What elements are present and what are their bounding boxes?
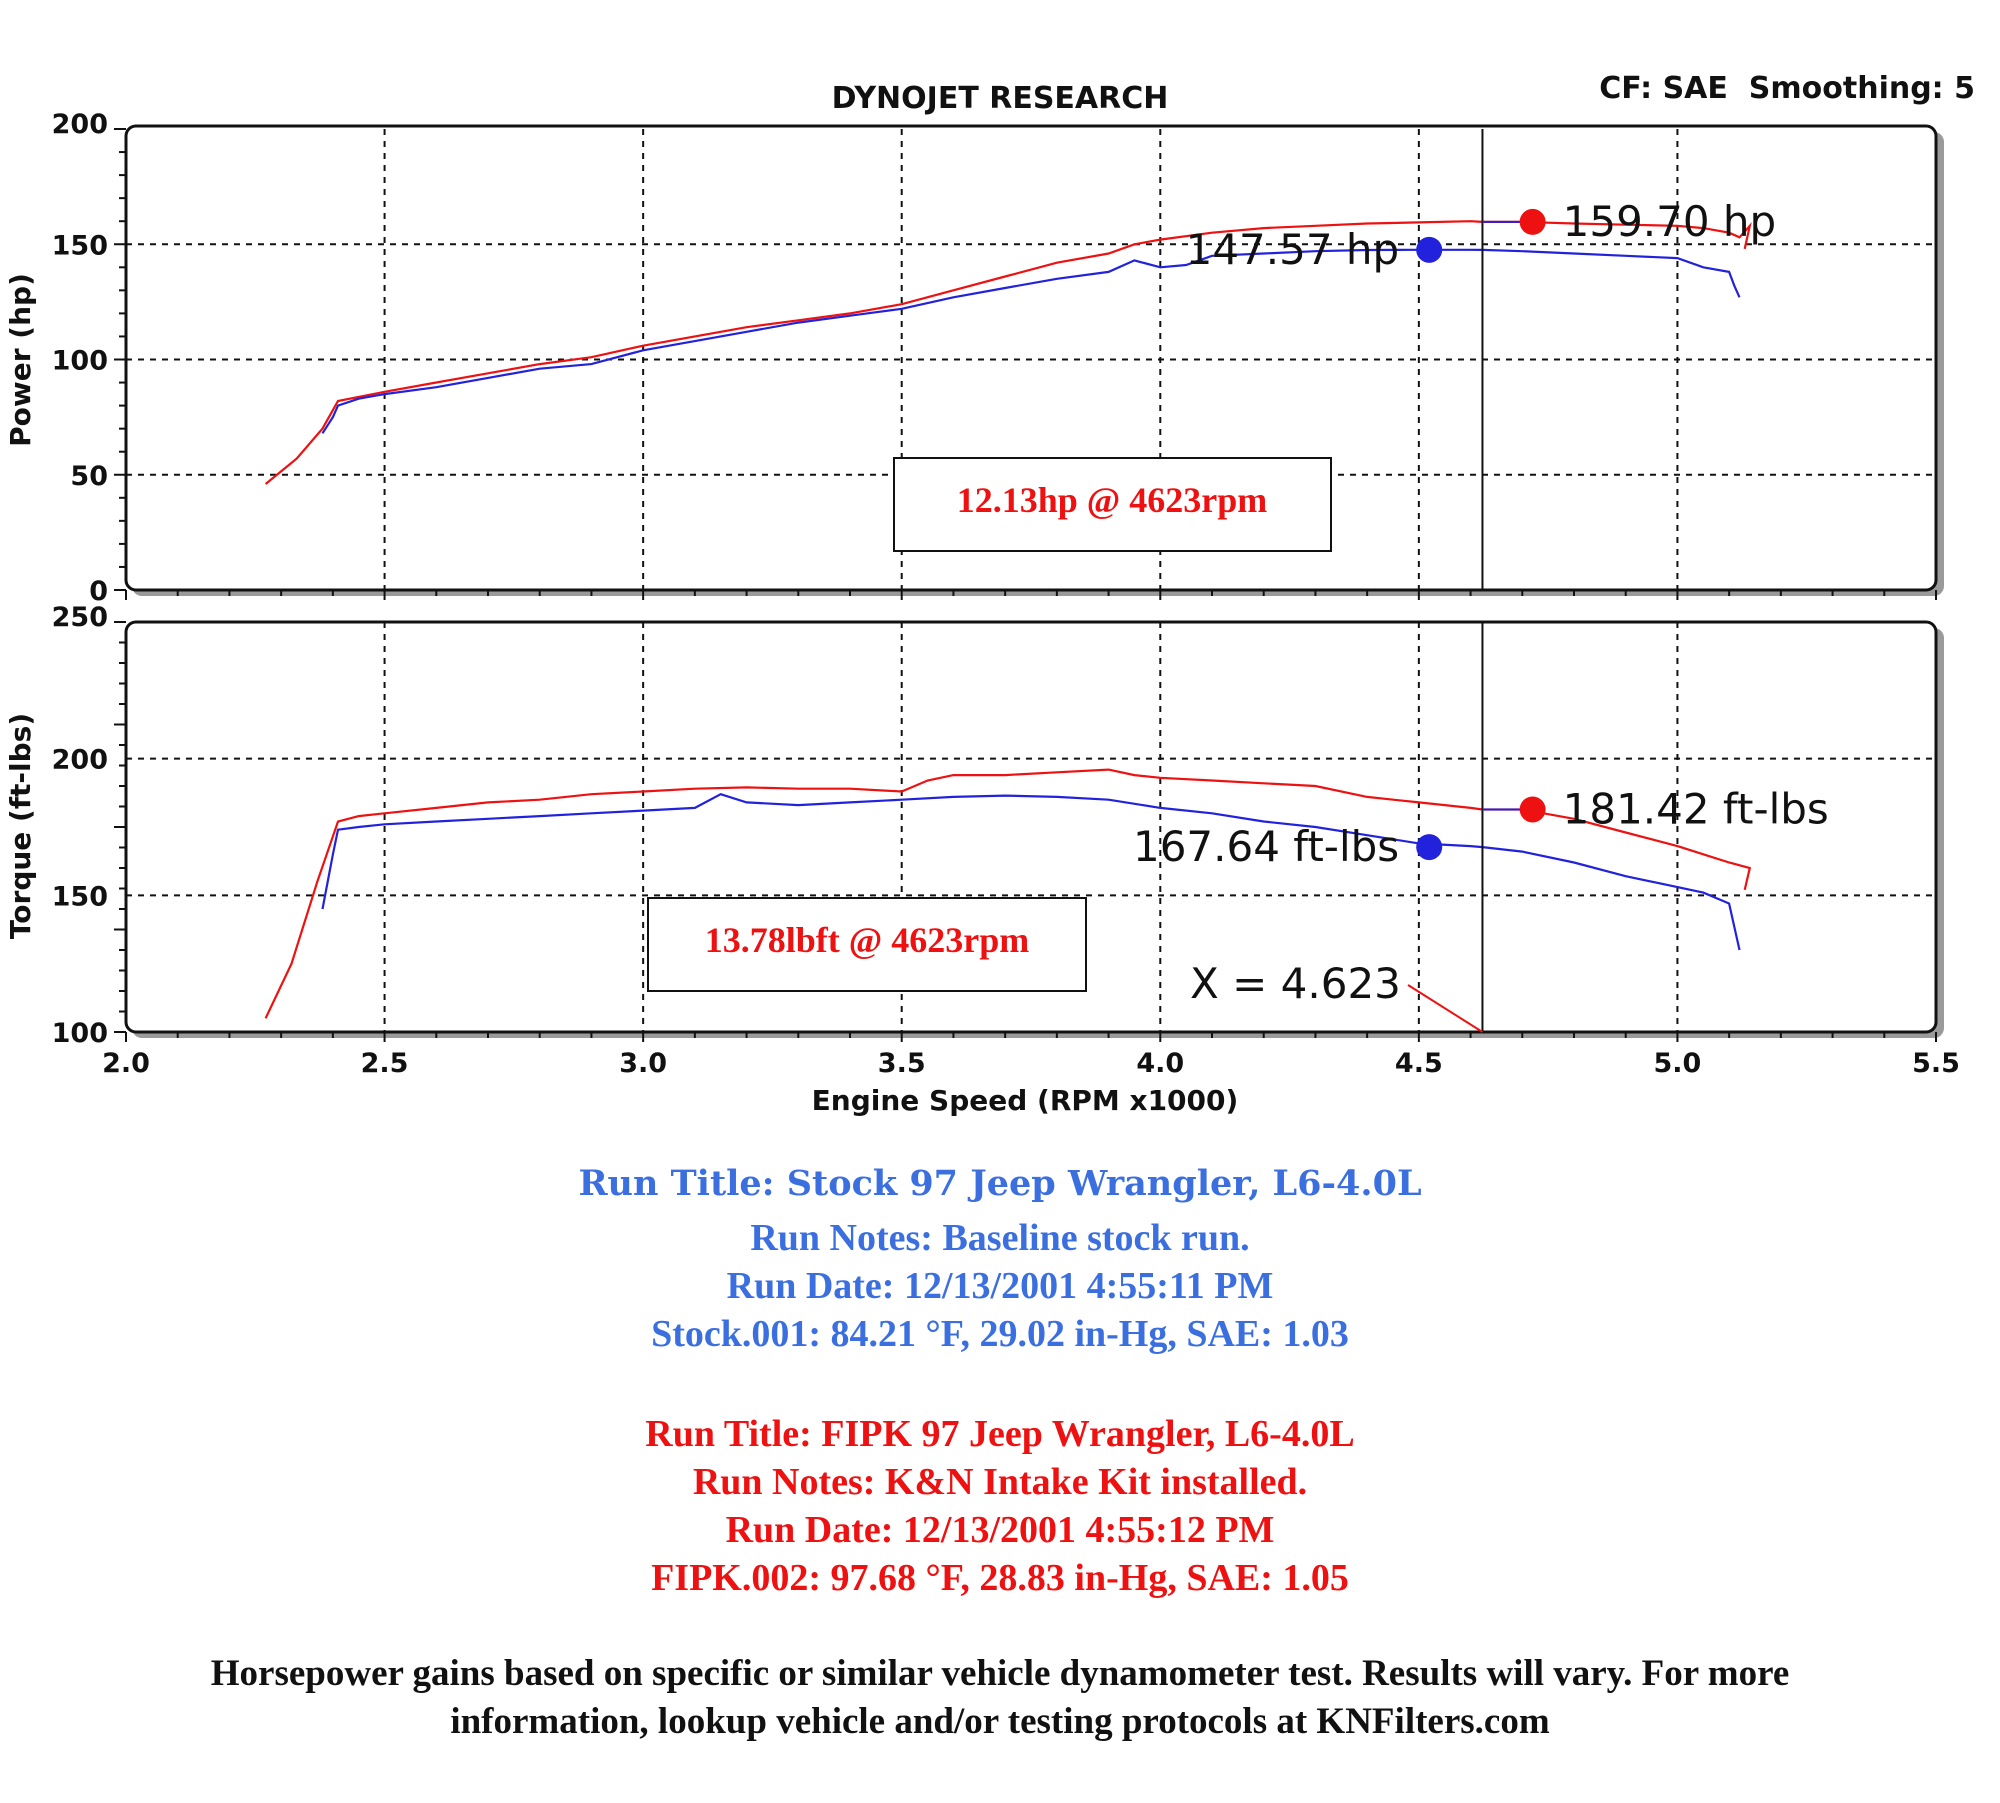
series-line: [264, 220, 1752, 485]
series-line: [321, 793, 1741, 951]
red-max-marker: [1519, 208, 1546, 235]
y-tick-label: 100: [52, 346, 108, 377]
y-tick-label: 150: [52, 230, 108, 261]
stock-run-conditions: Stock.001: 84.21 °F, 29.02 in-Hg, SAE: 1…: [651, 1313, 1349, 1355]
x-axis-label: Engine Speed (RPM x1000): [812, 1084, 1239, 1117]
blue-max-marker: [1416, 834, 1443, 861]
y-tick-label: 50: [70, 461, 108, 492]
power-axis-label: Power (hp): [4, 273, 37, 447]
fipk-run-title: Run Title: FIPK 97 Jeep Wrangler, L6-4.0…: [645, 1413, 1355, 1455]
cursor-leader: [1407, 984, 1483, 1033]
tq-gain-text: 13.78lbft @ 4623rpm: [705, 920, 1029, 960]
disclaimer: Horsepower gains based on specific or si…: [0, 1650, 2000, 1746]
y-tick-label: 100: [52, 1018, 108, 1049]
fipk-run-notes: Run Title: FIPK 97 Jeep Wrangler, L6-4.0…: [0, 1410, 2000, 1602]
x-tick-label: 2.5: [361, 1048, 409, 1079]
torque-panel: 100 150 200 250 181.42 ft-lbs 167.64 ft-lbs X…: [52, 602, 1944, 1049]
hp-gain-box: 12.13hp @ 4623rpm: [893, 457, 1332, 552]
series-line: [264, 768, 1752, 1019]
blue-max-label: 167.64 ft-lbs: [1133, 822, 1399, 871]
x-tick-label: 3.5: [878, 1048, 926, 1079]
x-tick-label: 3.0: [619, 1048, 667, 1079]
red-max-label: 181.42 ft-lbs: [1563, 784, 1829, 833]
x-tick-label: 4.0: [1136, 1048, 1184, 1079]
disclaimer-line-1: Horsepower gains based on specific or si…: [210, 1653, 1790, 1694]
dyno-chart: DYNOJET RESEARCH CF: SAE Smoothing: 5 0 5…: [4, 71, 1975, 1117]
series-line: [321, 248, 1741, 434]
y-tick-label: 0: [89, 576, 108, 607]
y-tick-label: 250: [52, 602, 108, 633]
stock-run-notes-line: Run Notes: Baseline stock run.: [750, 1217, 1250, 1259]
cursor-label: X = 4.623: [1190, 959, 1401, 1008]
disclaimer-line-2: information, lookup vehicle and/or testi…: [450, 1701, 1550, 1742]
blue-max-marker: [1416, 236, 1443, 263]
torque-axis-label: Torque (ft-lbs): [4, 713, 37, 939]
x-tick-label: 2.0: [102, 1048, 150, 1079]
hp-gain-text: 12.13hp @ 4623rpm: [957, 480, 1268, 520]
red-max-marker: [1519, 796, 1546, 823]
stock-run-notes: Run Title: Stock 97 Jeep Wrangler, L6-4.…: [0, 1160, 2000, 1358]
red-max-label: 159.70 hp: [1563, 197, 1777, 246]
x-tick-label: 4.5: [1395, 1048, 1443, 1079]
stock-run-date: Run Date: 12/13/2001 4:55:11 PM: [726, 1265, 1274, 1307]
fipk-run-conditions: FIPK.002: 97.68 °F, 28.83 in-Hg, SAE: 1.…: [651, 1557, 1349, 1599]
y-tick-label: 150: [52, 881, 108, 912]
tq-gain-box: 13.78lbft @ 4623rpm: [647, 897, 1087, 992]
fipk-run-notes-line: Run Notes: K&N Intake Kit installed.: [692, 1461, 1308, 1503]
blue-max-label: 147.57 hp: [1186, 225, 1400, 274]
fipk-run-date: Run Date: 12/13/2001 4:55:12 PM: [725, 1509, 1275, 1551]
x-tick-label: 5.5: [1912, 1048, 1960, 1079]
power-panel: 0 50 100 150 200 159.70 hp 147.57 hp: [52, 109, 1944, 607]
settings-label: CF: SAE Smoothing: 5: [1599, 71, 1975, 106]
x-tick-label: 5.0: [1654, 1048, 1702, 1079]
y-tick-label: 200: [52, 745, 108, 776]
stock-run-title: Run Title: Stock 97 Jeep Wrangler, L6-4.…: [578, 1163, 1422, 1204]
chart-title: DYNOJET RESEARCH: [832, 81, 1169, 116]
y-tick-label: 200: [52, 109, 108, 140]
